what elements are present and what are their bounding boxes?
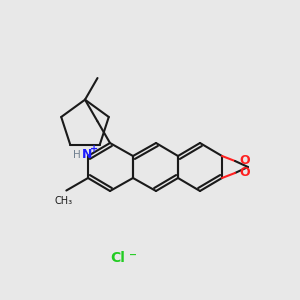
Text: N: N [82,148,92,161]
Text: O: O [239,167,250,179]
Text: H: H [73,150,81,160]
Text: Cl: Cl [111,251,125,265]
Text: ⁻: ⁻ [129,250,137,266]
Text: +: + [90,144,98,154]
Text: CH₃: CH₃ [54,196,72,206]
Text: O: O [239,154,250,167]
